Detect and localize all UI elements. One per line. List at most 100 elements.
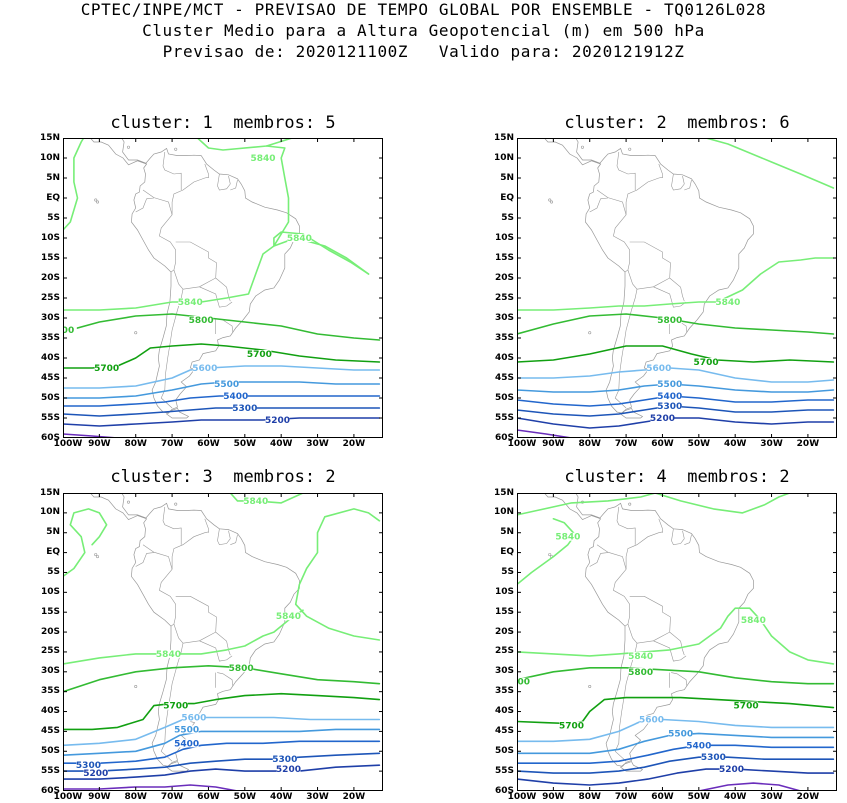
lat-label: 30S xyxy=(494,666,514,677)
lon-label: 60W xyxy=(197,792,220,802)
country-border xyxy=(684,534,692,545)
contour-5300 xyxy=(63,407,381,417)
country-border xyxy=(613,569,630,627)
lat-label: 55S xyxy=(40,765,60,776)
tierra-del-fuego xyxy=(620,761,644,772)
lon-label: 20W xyxy=(342,792,366,802)
contour-label-bg xyxy=(715,298,740,306)
country-border xyxy=(217,672,234,687)
contour-label: 5600 xyxy=(639,715,664,725)
lat-label: 45S xyxy=(40,372,60,383)
country-border xyxy=(204,163,209,178)
contour-label-bg xyxy=(276,612,301,621)
contour-5800 xyxy=(63,665,381,693)
contour-label-bg xyxy=(668,729,693,738)
contour-label-bg xyxy=(657,380,682,388)
contour-label-bg xyxy=(719,765,744,774)
lat-label: 15S xyxy=(494,252,514,263)
contour-label: 5700 xyxy=(559,721,584,731)
lat-label: 25S xyxy=(40,292,60,303)
contour-label-bg xyxy=(686,741,711,750)
contour-label: 5840 xyxy=(555,533,580,543)
island xyxy=(628,502,632,506)
south-america-coast xyxy=(89,493,300,767)
island xyxy=(588,331,592,335)
contour-label: 5500 xyxy=(657,380,682,390)
lat-label: 55S xyxy=(494,765,514,776)
lat-label: 10S xyxy=(494,586,514,597)
country-border xyxy=(658,163,663,178)
lon-label: 50W xyxy=(687,792,711,802)
lat-label: 55S xyxy=(494,412,514,423)
lat-label: 5S xyxy=(501,212,514,223)
contour-label: 5400 xyxy=(174,739,199,749)
contour-5700 xyxy=(63,692,381,731)
lat-label: 5N xyxy=(500,527,514,538)
contour-label: 5300 xyxy=(272,755,297,765)
lat-label: 15N xyxy=(493,487,514,498)
contour-label-bg xyxy=(181,713,206,722)
lat-label: 30S xyxy=(494,312,514,323)
contour-label-bg xyxy=(734,701,759,710)
lat-label: 10S xyxy=(40,586,60,597)
lat-label: EQ xyxy=(500,192,514,203)
country-border xyxy=(230,179,238,191)
lat-label: 10S xyxy=(494,232,514,243)
contour-label: 5840 xyxy=(156,650,181,660)
contour-label: 5300 xyxy=(701,753,726,763)
contour-label: 5400 xyxy=(657,392,682,402)
lon-label: 90W xyxy=(88,439,111,449)
coastline xyxy=(89,138,300,419)
lon-label: 60W xyxy=(197,439,220,449)
contour-label-bg xyxy=(192,364,217,372)
lon-label: 90W xyxy=(542,792,565,802)
contour-label: 5300 xyxy=(657,402,682,412)
contour-label-bg xyxy=(243,496,268,505)
lon-label: 70W xyxy=(614,439,638,449)
contour-label-bg xyxy=(174,739,199,748)
contour-5400 xyxy=(63,740,381,764)
contour-label: 5700 xyxy=(94,364,119,374)
contour-label-bg xyxy=(650,414,675,422)
lat-label: 50S xyxy=(494,745,514,756)
contour-5200 xyxy=(517,417,835,429)
contour-label-bg xyxy=(741,616,766,625)
lat-label: 5S xyxy=(47,566,60,577)
country-border xyxy=(625,531,663,570)
contour-5200 xyxy=(517,768,835,786)
contour-label-bg xyxy=(214,380,239,388)
country-border xyxy=(230,534,238,545)
lat-label: 15S xyxy=(40,252,60,263)
lat-label: 40S xyxy=(40,352,60,363)
lat-label: 5N xyxy=(500,172,514,183)
country-border xyxy=(671,528,685,546)
map-frame xyxy=(63,493,383,791)
contour-label: 5200 xyxy=(276,765,301,775)
lat-label: 50S xyxy=(40,745,60,756)
island xyxy=(548,198,552,202)
country-border xyxy=(669,277,685,302)
island xyxy=(94,198,98,202)
tierra-del-fuego xyxy=(166,761,190,772)
lon-label: 100W xyxy=(507,792,537,802)
panel-title: cluster: 2 membros: 6 xyxy=(564,113,790,133)
lat-label: 20S xyxy=(494,272,514,283)
contour-label-bg xyxy=(559,721,584,730)
country-border xyxy=(162,151,182,190)
country-border xyxy=(171,531,209,570)
contour-label-bg xyxy=(701,753,726,762)
contour-label-bg xyxy=(178,298,203,306)
contour-label: 300 xyxy=(517,678,530,688)
lon-label: 40W xyxy=(723,439,747,449)
contour-label-bg xyxy=(83,769,108,778)
country-border xyxy=(171,176,209,215)
contour-5840 xyxy=(654,493,791,514)
country-border xyxy=(682,530,685,539)
lon-label: 20W xyxy=(796,792,820,802)
header-line-1: CPTEC/INPE/MCT - PREVISAO DE TEMPO GLOBA… xyxy=(80,0,767,19)
lat-label: 10N xyxy=(493,507,514,518)
contour-5840 xyxy=(294,508,381,641)
lat-label: 40S xyxy=(40,706,60,717)
contour-label: 5300 xyxy=(76,761,101,771)
